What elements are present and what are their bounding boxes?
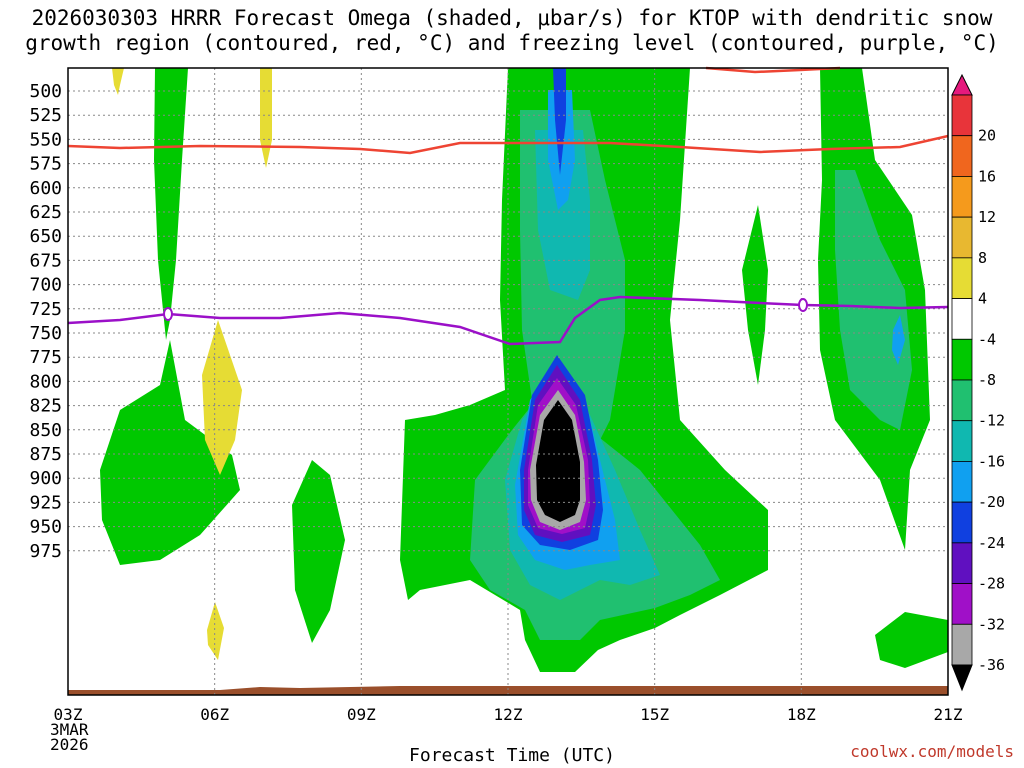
title-line-1: 2026030303 HRRR Forecast Omega (shaded, …: [31, 6, 993, 30]
credit-text: coolwx.com/models: [850, 742, 1014, 761]
colorbar-swatch: [951, 176, 973, 218]
omega-area-yellow-bottom: [207, 602, 224, 660]
colorbar: 20 16 12 8 4 -4 -8 -12 -16 -20 -24 -28 -32 -36: [951, 73, 1005, 692]
x-axis-ticks: 03Z 06Z 09Z 12Z 15Z 18Z 21Z: [54, 705, 963, 724]
grid-lines: [68, 68, 948, 695]
title-line-2: growth region (contoured, red, °C) and f…: [25, 31, 999, 55]
colorbar-label: 4: [978, 290, 987, 308]
y-tick-label: 500: [29, 81, 62, 102]
colorbar-label: -24: [978, 534, 1005, 552]
y-axis-ticks: 500 525 550 575 600 625 650 675 700 725 750 775 800 8…: [29, 81, 62, 562]
colorbar-label: 16: [978, 167, 996, 185]
colorbar-swatch: [951, 542, 973, 584]
colorbar-swatch: [951, 583, 973, 625]
y-tick-label: 525: [29, 105, 62, 126]
y-tick-label: 575: [29, 154, 62, 175]
colorbar-swatch: [951, 461, 973, 503]
colorbar-swatch: [951, 94, 973, 137]
omega-area-yellow-mid: [202, 320, 242, 475]
y-tick-label: 850: [29, 420, 62, 441]
omega-area-teal-right: [835, 170, 912, 430]
colorbar-swatch: [951, 257, 973, 299]
colorbar-label: -36: [978, 656, 1005, 674]
colorbar-swatch: [951, 420, 973, 462]
y-tick-label: 750: [29, 323, 62, 344]
y-tick-label: 550: [29, 129, 62, 150]
freezing-level-label-left: [163, 307, 173, 321]
colorbar-swatch: [951, 501, 973, 544]
y-tick-label: 600: [29, 178, 62, 199]
x-tick-label: 03Z: [54, 705, 83, 724]
plot-frame: [67, 67, 949, 696]
omega-area-small-right: [742, 205, 768, 385]
chart-title: 2026030303 HRRR Forecast Omega (shaded, …: [0, 6, 1024, 56]
y-tick-label: 700: [29, 275, 62, 296]
x-tick-label: 12Z: [494, 705, 523, 724]
omega-area-left-column: [154, 68, 188, 340]
colorbar-swatch: [951, 135, 973, 177]
y-tick-label: 950: [29, 517, 62, 538]
y-tick-label: 875: [29, 444, 62, 465]
colorbar-label: -28: [978, 575, 1005, 593]
colorbar-swatch: [951, 338, 973, 381]
x-tick-label: 15Z: [640, 705, 669, 724]
x-axis-title: Forecast Time (UTC): [409, 745, 615, 766]
colorbar-label: -32: [978, 615, 1005, 633]
y-tick-label: 975: [29, 541, 62, 562]
omega-area-black: [536, 400, 580, 522]
colorbar-swatch: [951, 298, 973, 340]
omega-area-yellow-top: [260, 68, 272, 168]
dendritic-snow-contour-top: [705, 66, 841, 74]
x-tick-label: 09Z: [347, 705, 376, 724]
colorbar-label: -20: [978, 493, 1005, 511]
colorbar-swatch: [951, 623, 973, 666]
colorbar-swatch: [951, 216, 973, 259]
colorbar-label: 20: [978, 127, 996, 145]
colorbar-top-arrow: [951, 73, 973, 96]
x-tick-label: 18Z: [787, 705, 816, 724]
y-tick-label: 800: [29, 371, 62, 392]
freezing-level-label-right: [798, 298, 808, 312]
x-tick-label: 21Z: [934, 705, 963, 724]
y-tick-label: 775: [29, 347, 62, 368]
omega-area-left-lobe: [100, 340, 240, 565]
colorbar-label: -4: [978, 330, 996, 348]
date-label: 3MAR 2026: [50, 720, 89, 754]
y-tick-label: 925: [29, 492, 62, 513]
colorbar-swatch: [951, 379, 973, 422]
y-tick-label: 625: [29, 202, 62, 223]
omega-area-bottom-right: [875, 612, 948, 668]
y-tick-label: 675: [29, 250, 62, 271]
dendritic-snow-contour-upper: [67, 134, 949, 155]
colorbar-label: -12: [978, 412, 1005, 430]
colorbar-bottom-arrow: [951, 664, 973, 692]
colorbar-label: -16: [978, 452, 1005, 470]
y-tick-label: 900: [29, 468, 62, 489]
colorbar-label: 8: [978, 249, 987, 267]
omega-area-darkblue-upper: [553, 68, 566, 175]
colorbar-label: 12: [978, 208, 996, 226]
omega-area-yellow-top-left: [112, 68, 124, 95]
terrain-surface: [68, 686, 948, 695]
omega-area-mid-lobe: [292, 460, 345, 643]
colorbar-label: -8: [978, 371, 996, 389]
y-tick-label: 725: [29, 299, 62, 320]
y-tick-label: 825: [29, 396, 62, 417]
date-line-2: 2026: [50, 735, 89, 754]
x-tick-label: 06Z: [200, 705, 229, 724]
omega-area-cyan-upper: [535, 130, 590, 300]
omega-area-blue-right: [892, 315, 905, 365]
date-line-1: 3MAR: [50, 720, 89, 739]
y-tick-label: 650: [29, 226, 62, 247]
